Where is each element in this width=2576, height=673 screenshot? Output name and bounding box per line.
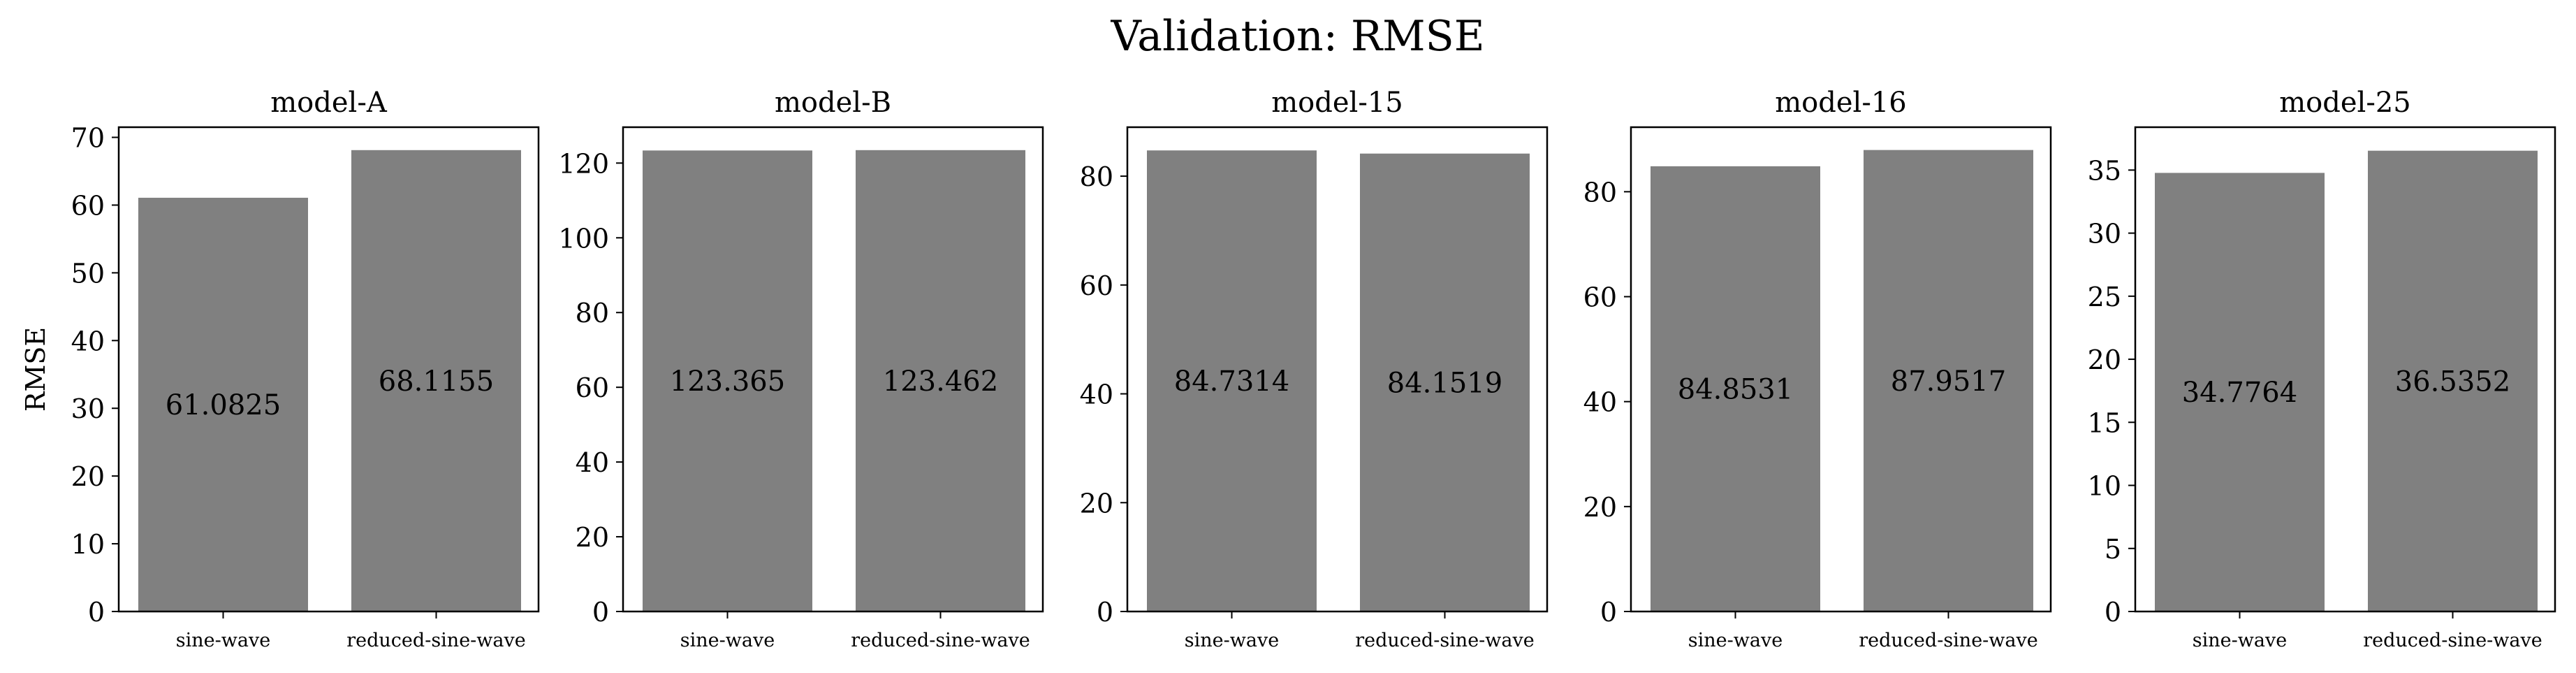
y-tick-label-6: 50 (71, 258, 105, 289)
bar-value-label-1: 123.365 (670, 366, 785, 398)
x-tick-label-2: reduced-sine-wave (346, 630, 526, 651)
y-tick-label-7: 60 (71, 190, 105, 221)
y-tick-label-3: 40 (1583, 387, 1617, 418)
bar-2 (2368, 150, 2538, 612)
x-tick-label-1: sine-wave (176, 630, 270, 651)
chart-panels: 61.0825 sine-wave 68.1155 reduced-sine-wave… (20, 87, 2556, 651)
y-tick-label-5: 40 (71, 326, 105, 356)
bar-1 (138, 197, 308, 612)
y-tick-label-8: 70 (71, 123, 105, 154)
y-tick-label-1: 0 (88, 597, 105, 628)
plot-frame (1126, 126, 1549, 613)
y-tick-label-6: 100 (558, 223, 609, 254)
bar-2 (1864, 150, 2033, 612)
y-tick-label-7: 30 (2088, 219, 2121, 249)
y-tick-label-1: 0 (2105, 597, 2121, 628)
chart-panel-2: 123.365 sine-wave 123.462 reduced-sine-wave… (558, 87, 1044, 651)
x-tick-label-1: sine-wave (1185, 630, 1279, 651)
y-tick-label-3: 10 (2088, 471, 2121, 502)
x-tick-label-2: reduced-sine-wave (851, 630, 1030, 651)
plot-frame (1630, 126, 2052, 613)
y-tick-label-6: 25 (2088, 282, 2121, 312)
bar-1 (1147, 150, 1317, 612)
y-tick-label-4: 30 (71, 393, 105, 424)
x-tick-label-1: sine-wave (1688, 630, 1783, 651)
bar-1 (2155, 173, 2325, 612)
bar-1 (1651, 166, 1820, 612)
y-tick-label-2: 20 (1583, 492, 1617, 523)
subplot-title: model-25 (2279, 87, 2411, 119)
x-tick-label-2: reduced-sine-wave (1355, 630, 1535, 651)
x-tick-label-2: reduced-sine-wave (2363, 630, 2542, 651)
y-tick-label-4: 60 (1080, 270, 1113, 301)
chart-panel-4: 84.8531 sine-wave 87.9517 reduced-sine-wave… (1583, 87, 2052, 651)
bar-2 (351, 150, 521, 612)
plot-frame (2134, 126, 2556, 613)
y-tick-label-1: 0 (1600, 597, 1617, 628)
bar-value-label-1: 84.8531 (1678, 373, 1793, 405)
bar-value-label-2: 123.462 (883, 366, 998, 398)
bar-2 (1360, 153, 1530, 612)
x-tick-label-1: sine-wave (2193, 630, 2287, 651)
plot-frame (622, 126, 1044, 613)
chart-panel-5: 34.7764 sine-wave 36.5352 reduced-sine-wave… (2088, 87, 2556, 651)
y-tick-label-1: 0 (1097, 597, 1113, 628)
y-tick-label-2: 10 (71, 529, 105, 560)
y-tick-label-1: 0 (592, 597, 609, 628)
y-tick-label-3: 40 (1080, 379, 1113, 410)
y-axis-label: RMSE (20, 327, 51, 412)
x-tick-label-2: reduced-sine-wave (1859, 630, 2038, 651)
y-tick-label-8: 35 (2088, 155, 2121, 186)
subplot-title: model-B (775, 87, 891, 119)
chart-panel-1: 61.0825 sine-wave 68.1155 reduced-sine-wave… (20, 87, 540, 651)
plot-frame (117, 126, 540, 613)
y-tick-label-7: 120 (558, 148, 609, 179)
figure-title: Validation: RMSE (1110, 12, 1484, 61)
y-tick-label-3: 20 (71, 461, 105, 492)
bar-2 (856, 150, 1025, 612)
y-tick-label-5: 80 (1583, 177, 1617, 208)
subplot-title: model-15 (1271, 87, 1403, 119)
y-tick-label-3: 40 (576, 447, 609, 478)
bar-value-label-1: 84.7314 (1174, 366, 1289, 398)
subplot-title: model-16 (1775, 87, 1907, 119)
subplot-title: model-A (270, 87, 388, 119)
bar-value-label-2: 68.1155 (379, 366, 494, 398)
y-tick-label-2: 20 (576, 522, 609, 553)
bar-value-label-1: 34.7764 (2182, 377, 2297, 409)
bar-value-label-2: 36.5352 (2395, 366, 2510, 398)
y-tick-label-5: 80 (576, 298, 609, 328)
y-tick-label-4: 60 (576, 372, 609, 403)
bar-value-label-2: 84.1519 (1387, 367, 1502, 399)
bar-value-label-2: 87.9517 (1891, 366, 2006, 398)
chart-panel-3: 84.7314 sine-wave 84.1519 reduced-sine-wave… (1080, 87, 1549, 651)
y-tick-label-5: 80 (1080, 161, 1113, 192)
y-tick-label-5: 20 (2088, 345, 2121, 375)
bar-1 (643, 150, 812, 612)
bar-value-label-1: 61.0825 (166, 389, 281, 421)
y-tick-label-4: 60 (1583, 282, 1617, 313)
y-tick-label-4: 15 (2088, 407, 2121, 438)
x-tick-label-1: sine-wave (680, 630, 775, 651)
y-tick-label-2: 5 (2105, 534, 2121, 565)
y-tick-label-2: 20 (1080, 488, 1113, 519)
